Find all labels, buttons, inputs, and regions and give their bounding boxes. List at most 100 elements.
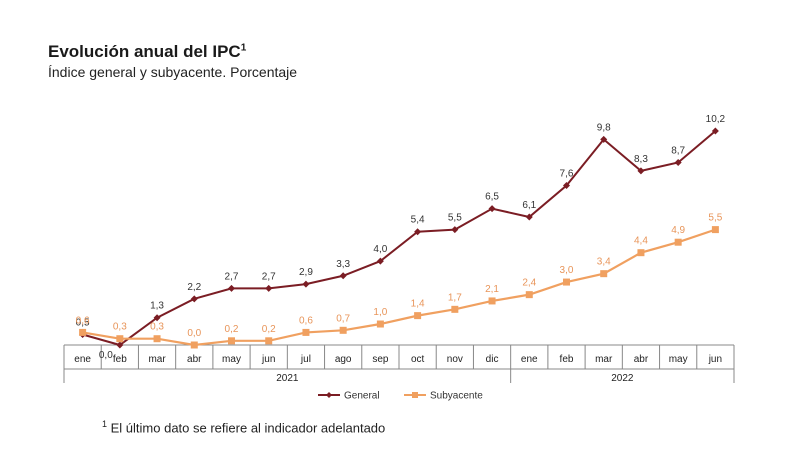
x-tick-label: nov: [447, 354, 463, 365]
data-label-general: 6,5: [485, 192, 499, 203]
data-label-general: 0,0: [99, 350, 113, 361]
x-tick-label: abr: [634, 354, 649, 365]
data-point-general: [711, 127, 719, 135]
x-tick-label: oct: [411, 354, 425, 365]
data-label-subyacente: 2,4: [522, 278, 536, 289]
data-label-general: 3,3: [336, 259, 350, 270]
data-point-subyacente: [711, 226, 719, 234]
data-label-subyacente: 0,6: [76, 315, 90, 326]
data-point-subyacente: [228, 337, 235, 345]
data-point-subyacente: [525, 291, 533, 299]
data-label-general: 1,3: [150, 301, 164, 312]
data-label-subyacente: 0,0: [187, 328, 201, 339]
data-label-subyacente: 0,2: [262, 324, 276, 335]
data-label-subyacente: 0,6: [299, 315, 313, 326]
data-point-general: [600, 135, 608, 143]
data-label-subyacente: 0,2: [225, 324, 239, 335]
data-point-general: [265, 284, 273, 292]
data-point-subyacente: [376, 320, 384, 328]
data-point-general: [525, 213, 533, 221]
series-line-general: [82, 130, 717, 347]
data-label-subyacente: 4,4: [634, 236, 648, 247]
data-label-general: 2,9: [299, 267, 313, 278]
data-point-general: [376, 257, 384, 265]
data-label-subyacente: 0,7: [336, 313, 350, 324]
data-point-general: [302, 280, 310, 288]
data-point-subyacente: [265, 337, 273, 345]
data-label-subyacente: 5,5: [708, 213, 722, 224]
data-point-general: [674, 158, 682, 166]
data-label-general: 2,7: [225, 271, 239, 282]
data-label-general: 6,1: [522, 200, 536, 211]
x-tick-label: ene: [521, 354, 538, 365]
data-label-general: 9,8: [597, 122, 611, 133]
x-tick-label: sep: [372, 354, 389, 365]
data-point-subyacente: [637, 249, 645, 257]
series-line-subyacente: [82, 228, 716, 347]
data-point-subyacente: [674, 238, 682, 246]
data-label-subyacente: 3,0: [560, 265, 574, 276]
data-label-subyacente: 0,3: [113, 322, 127, 333]
footnote: 1 El último dato se refiere al indicador…: [102, 419, 386, 436]
data-label-subyacente: 2,1: [485, 284, 499, 295]
data-label-subyacente: 1,7: [448, 292, 462, 303]
data-point-subyacente: [79, 328, 87, 336]
x-tick-label: may: [222, 354, 241, 365]
data-point-subyacente: [600, 270, 608, 278]
data-point-subyacente: [488, 297, 496, 305]
x-tick-label: feb: [113, 354, 127, 365]
data-point-general: [488, 205, 496, 213]
year-group-label: 2021: [276, 373, 299, 384]
data-point-general: [153, 314, 161, 322]
data-point-subyacente: [116, 335, 124, 343]
legend-marker-subyacente: [412, 392, 418, 398]
x-tick-label: dic: [486, 354, 499, 365]
data-label-subyacente: 1,0: [373, 307, 387, 318]
x-tick-label: mar: [148, 354, 166, 365]
data-point-general: [116, 341, 124, 349]
x-tick-label: jun: [708, 354, 722, 365]
chart-subtitle: Índice general y subyacente. Porcentaje: [48, 64, 298, 80]
data-label-general: 10,2: [706, 114, 726, 125]
data-point-subyacente: [451, 305, 459, 313]
data-point-subyacente: [190, 341, 198, 349]
data-label-general: 2,7: [262, 271, 276, 282]
data-point-subyacente: [563, 278, 570, 286]
x-tick-label: jun: [261, 354, 275, 365]
legend-label-subyacente: Subyacente: [430, 391, 483, 402]
data-label-subyacente: 4,9: [671, 225, 685, 236]
x-tick-label: feb: [560, 354, 574, 365]
data-label-general: 5,5: [448, 213, 462, 224]
data-point-general: [228, 284, 235, 292]
data-label-general: 0,5: [76, 318, 90, 329]
chart-title: Evolución anual del IPC1: [48, 42, 247, 61]
data-label-general: 8,3: [634, 154, 648, 165]
legend-label-general: General: [344, 391, 380, 402]
x-tick-label: ene: [74, 354, 91, 365]
legend-marker-general: [326, 392, 332, 398]
x-tick-label: ago: [335, 354, 352, 365]
data-label-subyacente: 0,3: [150, 322, 164, 333]
data-point-subyacente: [339, 326, 347, 334]
data-point-subyacente: [302, 328, 310, 336]
data-point-general: [563, 182, 570, 190]
data-point-general: [190, 295, 198, 303]
x-tick-label: mar: [595, 354, 613, 365]
data-label-subyacente: 3,4: [597, 257, 611, 268]
year-group-label: 2022: [611, 373, 634, 384]
data-label-general: 7,6: [560, 169, 574, 180]
data-label-general: 2,2: [187, 282, 201, 293]
x-tick-label: may: [669, 354, 688, 365]
data-point-general: [339, 272, 347, 280]
data-label-subyacente: 1,4: [411, 299, 425, 310]
data-point-general: [451, 226, 459, 234]
x-tick-label: abr: [187, 354, 202, 365]
data-label-general: 8,7: [671, 145, 685, 156]
data-point-general: [414, 228, 422, 236]
data-point-subyacente: [414, 312, 422, 320]
data-point-general: [637, 167, 645, 175]
data-label-general: 4,0: [373, 244, 387, 255]
x-tick-label: jul: [300, 354, 311, 365]
data-label-general: 5,4: [411, 215, 425, 226]
